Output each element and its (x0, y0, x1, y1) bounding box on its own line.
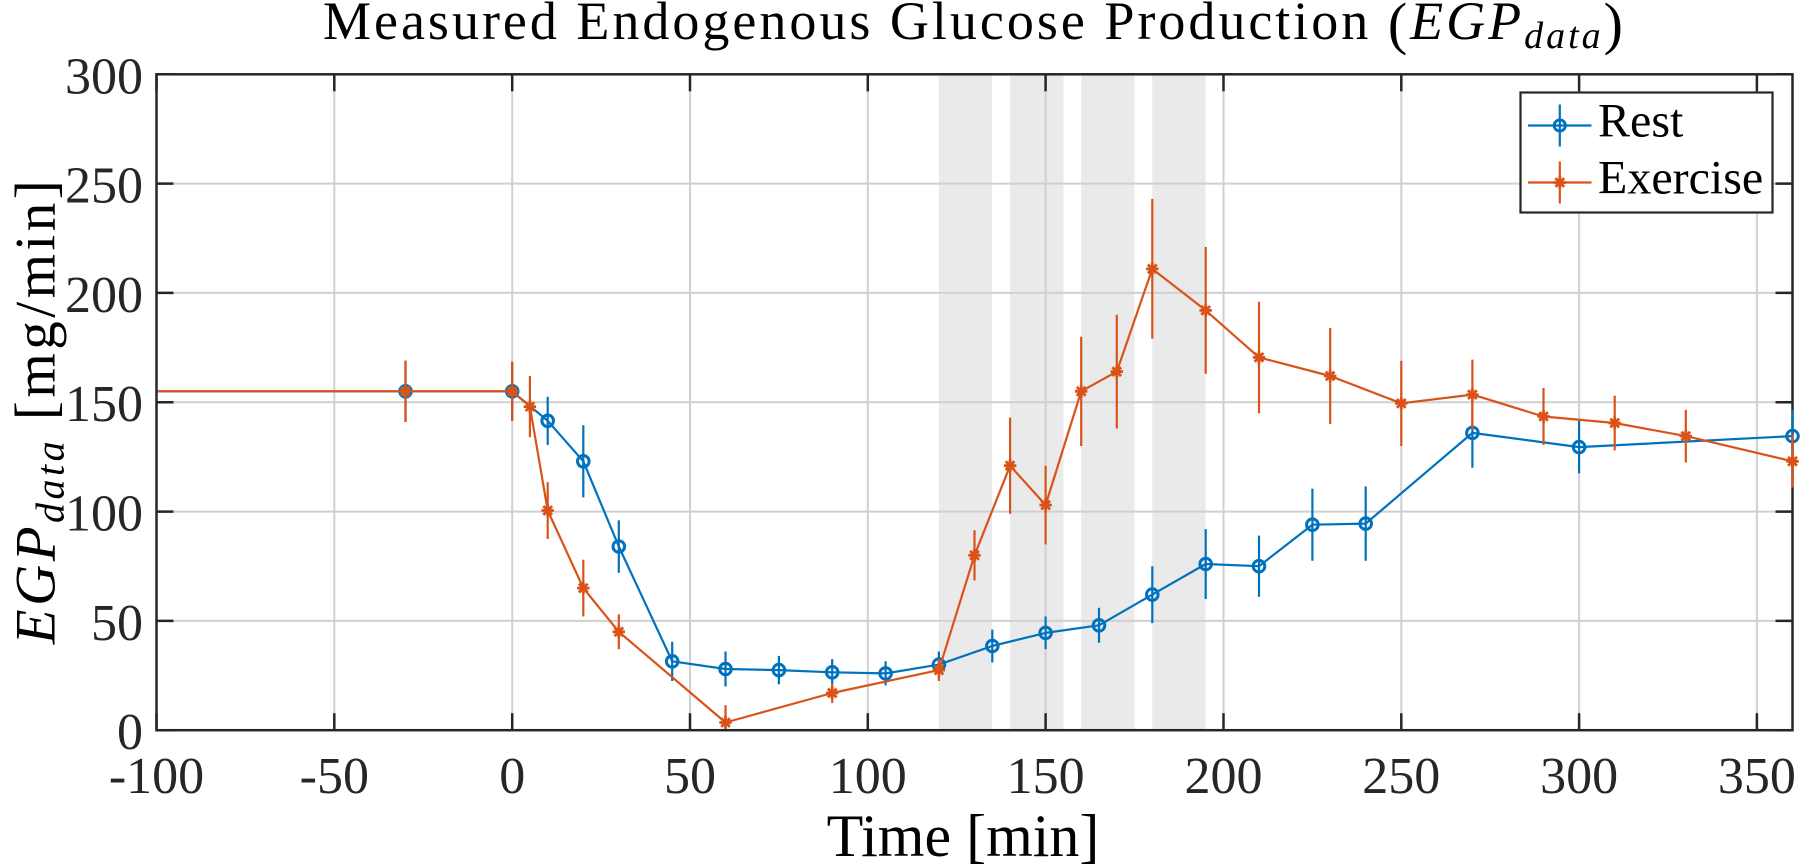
svg-text:100: 100 (65, 486, 143, 543)
svg-text:0: 0 (117, 704, 143, 761)
svg-text:100: 100 (829, 748, 907, 805)
svg-text:Exercise: Exercise (1598, 151, 1763, 204)
svg-text:200: 200 (65, 267, 143, 324)
svg-text:150: 150 (1007, 748, 1085, 805)
svg-text:150: 150 (65, 376, 143, 433)
svg-text:300: 300 (1540, 748, 1618, 805)
svg-text:0: 0 (499, 748, 525, 805)
svg-text:-100: -100 (109, 748, 204, 805)
svg-text:50: 50 (91, 595, 143, 652)
svg-text:250: 250 (1362, 748, 1440, 805)
svg-text:-50: -50 (300, 748, 369, 805)
svg-text:200: 200 (1185, 748, 1263, 805)
svg-text:300: 300 (65, 48, 143, 105)
svg-text:Time [min]: Time [min] (827, 803, 1100, 868)
svg-text:EGPdata [mg/min]: EGPdata [mg/min] (5, 177, 73, 646)
svg-text:350: 350 (1718, 748, 1796, 805)
svg-text:Rest: Rest (1598, 94, 1684, 147)
svg-text:Measured Endogenous Glucose Pr: Measured Endogenous Glucose Production (… (323, 0, 1626, 57)
svg-text:250: 250 (65, 158, 143, 215)
svg-text:50: 50 (664, 748, 716, 805)
